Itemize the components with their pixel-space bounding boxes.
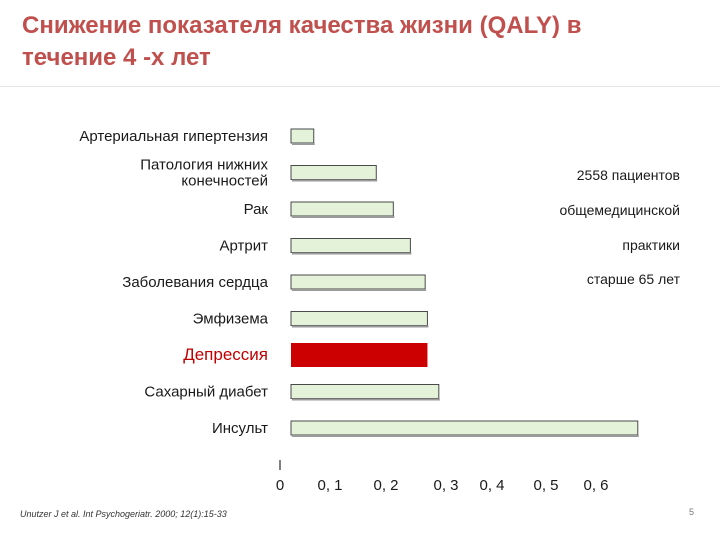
bar-8 <box>290 384 440 399</box>
x-tick-label: 0, 4 <box>479 477 504 494</box>
category-label: конечностей <box>181 173 268 190</box>
category-label: Эмфизема <box>193 311 269 328</box>
bar-shadow <box>292 252 412 255</box>
chart-bars <box>290 128 639 437</box>
category-label: Депрессия <box>183 345 268 364</box>
category-label: Заболевания сердца <box>122 274 268 291</box>
category-label: Артериальная гипертензия <box>79 128 268 145</box>
category-label: Рак <box>244 201 269 218</box>
annotation-block: 2558 пациентов общемедицинской практики ста… <box>559 167 680 287</box>
bar-5 <box>290 274 426 290</box>
title-line-2: течение 4 -х лет <box>22 44 211 71</box>
x-tick-label: 0, 3 <box>433 477 458 494</box>
bar-shadow <box>292 216 395 218</box>
page-number: 5 <box>688 507 694 517</box>
title-divider <box>0 86 720 87</box>
x-tick-labels: 0 0, 1 0, 2 0, 3 0, 4 0, 5 0, 6 <box>276 477 609 494</box>
category-label: Инсульт <box>212 420 268 437</box>
citation: Unutzer J et al. Int Psychogeriatr. 2000… <box>20 509 227 519</box>
slide-title: Снижение показателя качества жизни (QALY… <box>22 10 702 74</box>
title-line-1: Снижение показателя качества жизни (QALY… <box>22 12 582 39</box>
bar-1 <box>290 128 315 144</box>
bar-shadow <box>292 398 440 401</box>
bar-shadow <box>292 179 378 182</box>
x-tick-label: 0, 5 <box>533 477 558 494</box>
bar-7 <box>291 343 428 367</box>
category-label: Сахарный диабет <box>144 384 268 401</box>
x-tick-label: 0, 1 <box>317 477 342 494</box>
category-label: Патология нижних <box>140 157 268 174</box>
annotation-line: 2558 пациентов <box>577 167 680 183</box>
bar-shadow <box>292 435 639 437</box>
bar-9 <box>290 420 639 436</box>
bar-6 <box>290 311 428 326</box>
bar-shadow <box>292 289 427 291</box>
annotation-line: практики <box>622 237 680 253</box>
category-labels: Артериальная гипертензия Патология нижних… <box>79 128 268 437</box>
category-label: Артрит <box>220 238 269 255</box>
annotation-line: старше 65 лет <box>587 271 681 287</box>
x-tick-label: 0 <box>276 477 284 494</box>
annotation-line: общемедицинской <box>559 202 680 218</box>
x-tick-label: 0, 6 <box>583 477 608 494</box>
bar-4 <box>290 238 411 253</box>
bar-3 <box>290 201 394 217</box>
x-tick-label: 0, 2 <box>373 477 398 494</box>
bar-shadow <box>292 143 315 145</box>
bar-2 <box>290 165 377 180</box>
bar-shadow <box>292 325 429 328</box>
